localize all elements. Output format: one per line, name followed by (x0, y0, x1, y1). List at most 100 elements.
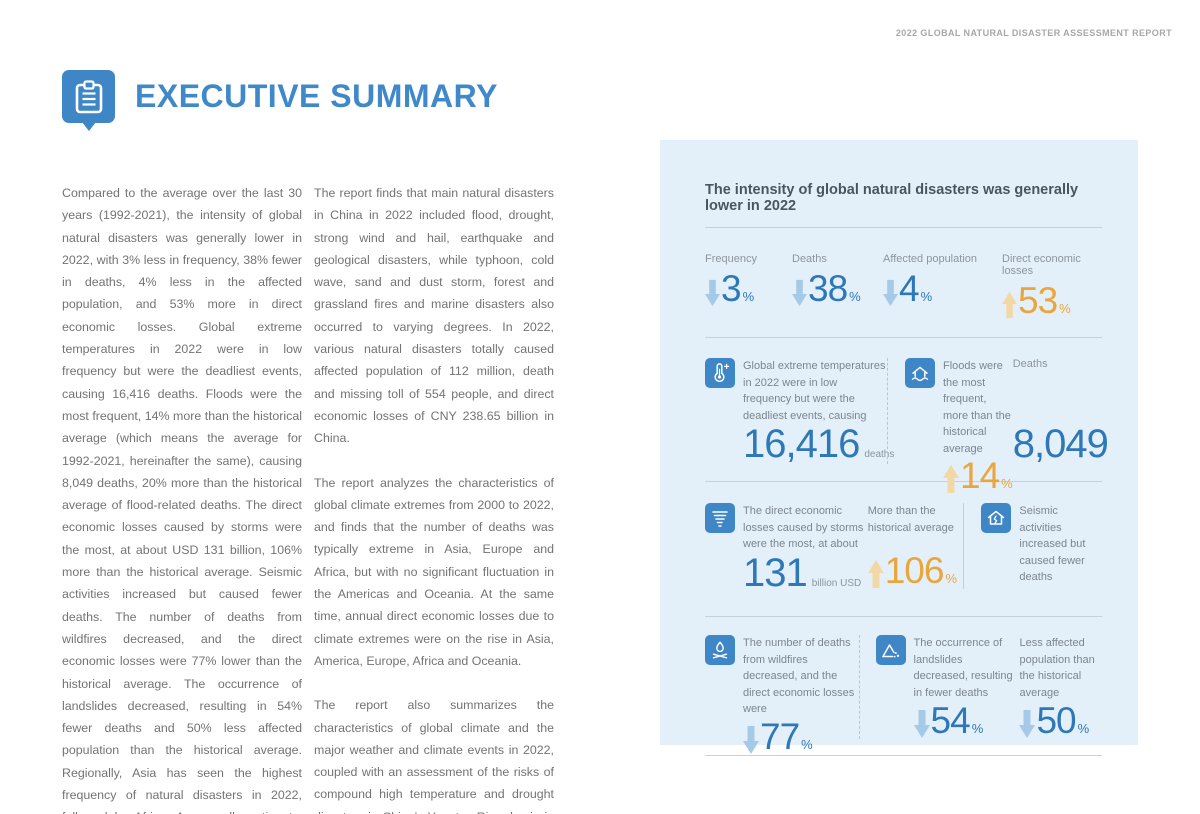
divider (705, 227, 1102, 228)
floods-unit: % (1001, 476, 1013, 491)
paragraph: Compared to the average over the last 30… (62, 186, 302, 814)
landslides-body: The occurrence of landslides decreased, … (913, 635, 1020, 741)
stat-unit: % (920, 289, 933, 304)
floods-cell: Floods were the most frequent, more than… (905, 358, 1013, 494)
floods-value: 14 (960, 455, 1000, 496)
speech-pointer (81, 122, 96, 131)
arrow-down-icon (913, 709, 930, 739)
floods-text: Floods were the most frequent, more than… (943, 360, 1011, 455)
divider (705, 481, 1102, 482)
extreme-temp-text: Global extreme temperatures in 2022 were… (743, 360, 886, 422)
infographic-panel: The intensity of global natural disaster… (660, 140, 1138, 756)
wildfires-value-group: 77 % (743, 718, 859, 755)
floods-body: Floods were the most frequent, more than… (943, 358, 1013, 494)
extreme-temp-value-group: 16,416 deaths (743, 424, 894, 464)
arrow-up-icon (943, 464, 959, 494)
landslides-value: 54 (930, 700, 971, 741)
vertical-divider (887, 358, 888, 464)
floods-value-group: 14 % (943, 457, 1013, 494)
stat-label: Frequency (705, 253, 757, 265)
report-header: 2022 GLOBAL NATURAL DISASTER ASSESSMENT … (895, 28, 1172, 38)
extreme-temp-cell: Global extreme temperatures in 2022 were… (705, 358, 894, 464)
page-title: EXECUTIVE SUMMARY (135, 78, 498, 114)
stat-label: Deaths (792, 253, 827, 265)
wildfires-unit: % (801, 736, 813, 752)
vertical-divider (963, 503, 965, 589)
storms-compare-value: 106 (884, 550, 945, 591)
body-column-2: The report finds that main natural disas… (314, 182, 554, 814)
row-storms-seismic: The direct economic losses caused by sto… (705, 503, 1102, 593)
panel-title: The intensity of global natural disaster… (705, 182, 1079, 214)
storms-value-group: 131 billion USD (743, 553, 868, 593)
stat-economic-losses: Direct economic losses 53 % (1002, 253, 1102, 319)
storms-cell: The direct economic losses caused by sto… (705, 503, 868, 593)
landslide-icon (875, 635, 906, 665)
flood-icon (905, 358, 935, 388)
affected-population-cell: Less affected population than the histor… (1019, 635, 1102, 739)
extreme-temp-body: Global extreme temperatures in 2022 were… (743, 358, 894, 464)
flood-deaths-cell: Deaths 8,049 (1012, 358, 1109, 466)
landslides-value-group: 54 % (913, 700, 1020, 741)
stat-value-group: 3 % (705, 270, 792, 307)
stat-value: 53 (1018, 280, 1058, 321)
stat-affected-population: Affected population 4 % (883, 253, 1002, 313)
storm-icon (705, 503, 735, 533)
extreme-temp-value-label: deaths (864, 449, 895, 460)
row-wildfires-landslides: The number of deaths from wildfires decr… (705, 635, 1102, 755)
seismic-body: Seismic activities increased but caused … (1019, 503, 1102, 589)
arrow-up-icon (1002, 291, 1017, 319)
affected-population-value-group: 50 % (1019, 702, 1102, 739)
stat-deaths: Deaths 38 % (792, 253, 883, 313)
stat-value-group: 4 % (883, 270, 1002, 307)
storms-compare-value-group: 106 % (867, 550, 964, 591)
stat-value: 3 (721, 268, 742, 309)
arrow-down-icon (743, 725, 759, 755)
row-extreme-temp-floods: Global extreme temperatures in 2022 were… (705, 358, 1109, 494)
arrow-down-icon (792, 279, 807, 307)
arrow-up-icon (867, 559, 884, 589)
stat-value-group: 53 % (1002, 282, 1102, 319)
divider (705, 755, 1102, 756)
wildfires-cell: The number of deaths from wildfires decr… (705, 635, 859, 755)
storms-compare-cell: More than the historical average 106 % (867, 503, 964, 591)
affected-population-value: 50 (1036, 700, 1076, 741)
wildfire-icon (705, 635, 735, 665)
clipboard-icon (62, 70, 115, 131)
divider (705, 616, 1102, 617)
arrow-down-icon (1019, 709, 1036, 739)
storms-text: The direct economic losses caused by sto… (743, 505, 864, 550)
wildfires-text: The number of deaths from wildfires decr… (743, 637, 855, 715)
stat-frequency: Frequency 3 % (705, 253, 792, 313)
section-title-block: EXECUTIVE SUMMARY (62, 70, 498, 131)
vertical-divider (858, 635, 860, 739)
stat-unit: % (742, 289, 755, 304)
stat-value: 4 (899, 268, 920, 309)
storms-compare-text: More than the historical average (867, 505, 954, 534)
storms-value: 131 (743, 550, 808, 595)
storms-body: The direct economic losses caused by sto… (743, 503, 868, 593)
stat-label: Direct economic losses (1002, 253, 1081, 277)
extreme-temp-value: 16,416 (743, 422, 860, 466)
wildfires-body: The number of deaths from wildfires decr… (743, 635, 859, 755)
arrow-down-icon (883, 279, 898, 307)
paragraph: The report analyzes the characteristics … (314, 475, 554, 668)
seismic-text: Seismic activities increased but caused … (1019, 505, 1086, 583)
storms-compare-unit: % (945, 571, 957, 586)
stat-unit: % (1059, 301, 1071, 316)
affected-population-text: Less affected population than the histor… (1019, 637, 1095, 699)
seismic-cell: Seismic activities increased but caused … (981, 503, 1102, 589)
seismic-icon (981, 503, 1012, 533)
stat-label: Affected population (883, 253, 977, 265)
affected-population-unit: % (1077, 721, 1090, 736)
paragraph: The report also summarizes the character… (314, 698, 554, 814)
arrow-down-icon (705, 279, 720, 307)
paragraph: The report finds that main natural disas… (314, 186, 554, 446)
flood-deaths-value: 8,049 (1012, 422, 1109, 466)
stat-value-group: 38 % (792, 270, 883, 307)
body-column-1: Compared to the average over the last 30… (62, 182, 302, 814)
landslides-unit: % (971, 721, 984, 736)
flood-deaths-label: Deaths (1012, 358, 1048, 370)
stat-value: 38 (808, 268, 848, 309)
thermometer-icon (705, 358, 735, 388)
